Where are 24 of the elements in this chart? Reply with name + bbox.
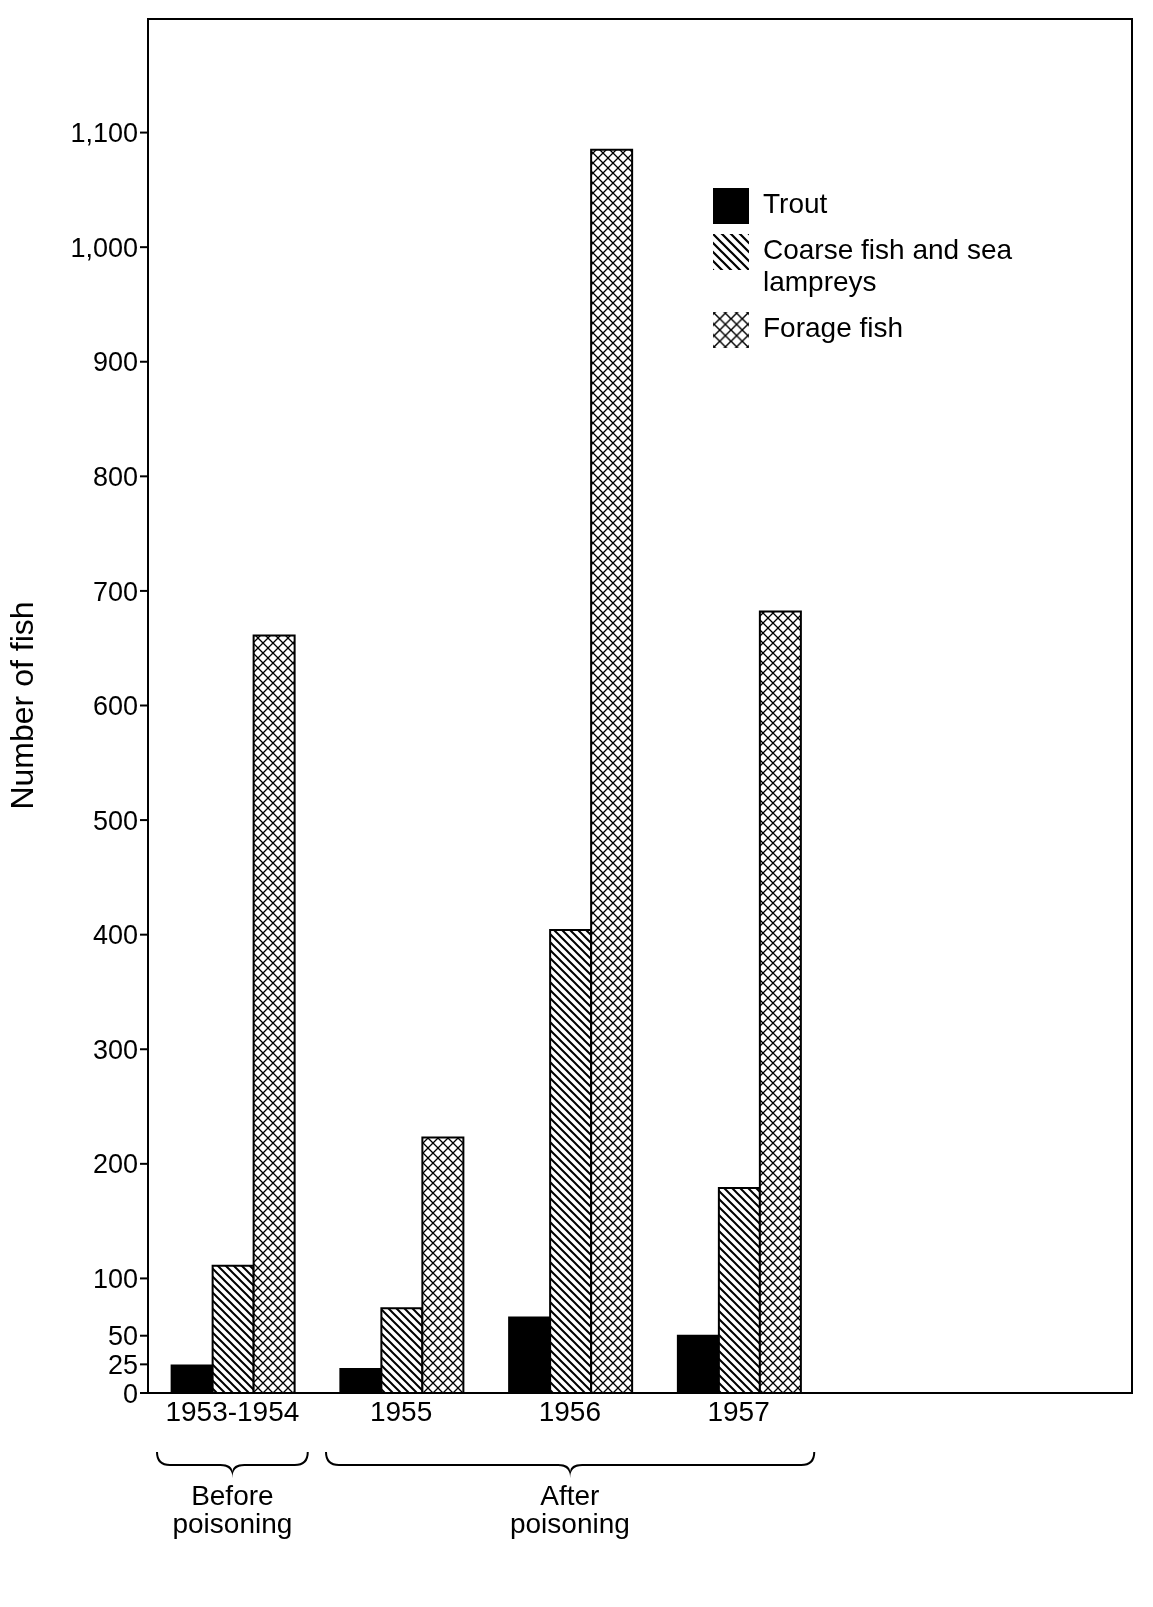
y-tick-label: 500 — [92, 805, 138, 836]
y-tick-label: 300 — [92, 1034, 138, 1065]
y-tick-label: 25 — [107, 1349, 138, 1380]
legend-label: Coarse fish and sea lampreys — [763, 234, 1014, 298]
y-tick-label: 900 — [92, 347, 138, 378]
legend-label: Forage fish — [763, 312, 905, 344]
y-tick-label: 50 — [107, 1321, 138, 1352]
x-tick-label: 1955 — [369, 1395, 433, 1427]
y-tick-label: 0 — [122, 1378, 138, 1409]
y-tick-label: 800 — [92, 461, 138, 492]
y-tick-label: 700 — [92, 576, 138, 607]
y-axis-title: Number of fish — [4, 601, 41, 810]
y-tick-label: 100 — [92, 1264, 138, 1294]
y-tick-label: 1,100 — [70, 118, 138, 149]
y-tick-label: 200 — [92, 1149, 138, 1180]
x-tick-label: 1957 — [707, 1395, 770, 1427]
text: After poisoning — [508, 1480, 631, 1539]
legend-label: Trout — [763, 188, 829, 220]
y-tick-label: 600 — [92, 691, 138, 722]
text: Before poisoning — [171, 1480, 294, 1539]
x-tick-label: 1956 — [538, 1395, 602, 1427]
x-tick-label: 1953-1954 — [165, 1395, 300, 1427]
y-tick-label: 1,000 — [70, 232, 138, 263]
y-tick-label: 400 — [92, 920, 138, 951]
